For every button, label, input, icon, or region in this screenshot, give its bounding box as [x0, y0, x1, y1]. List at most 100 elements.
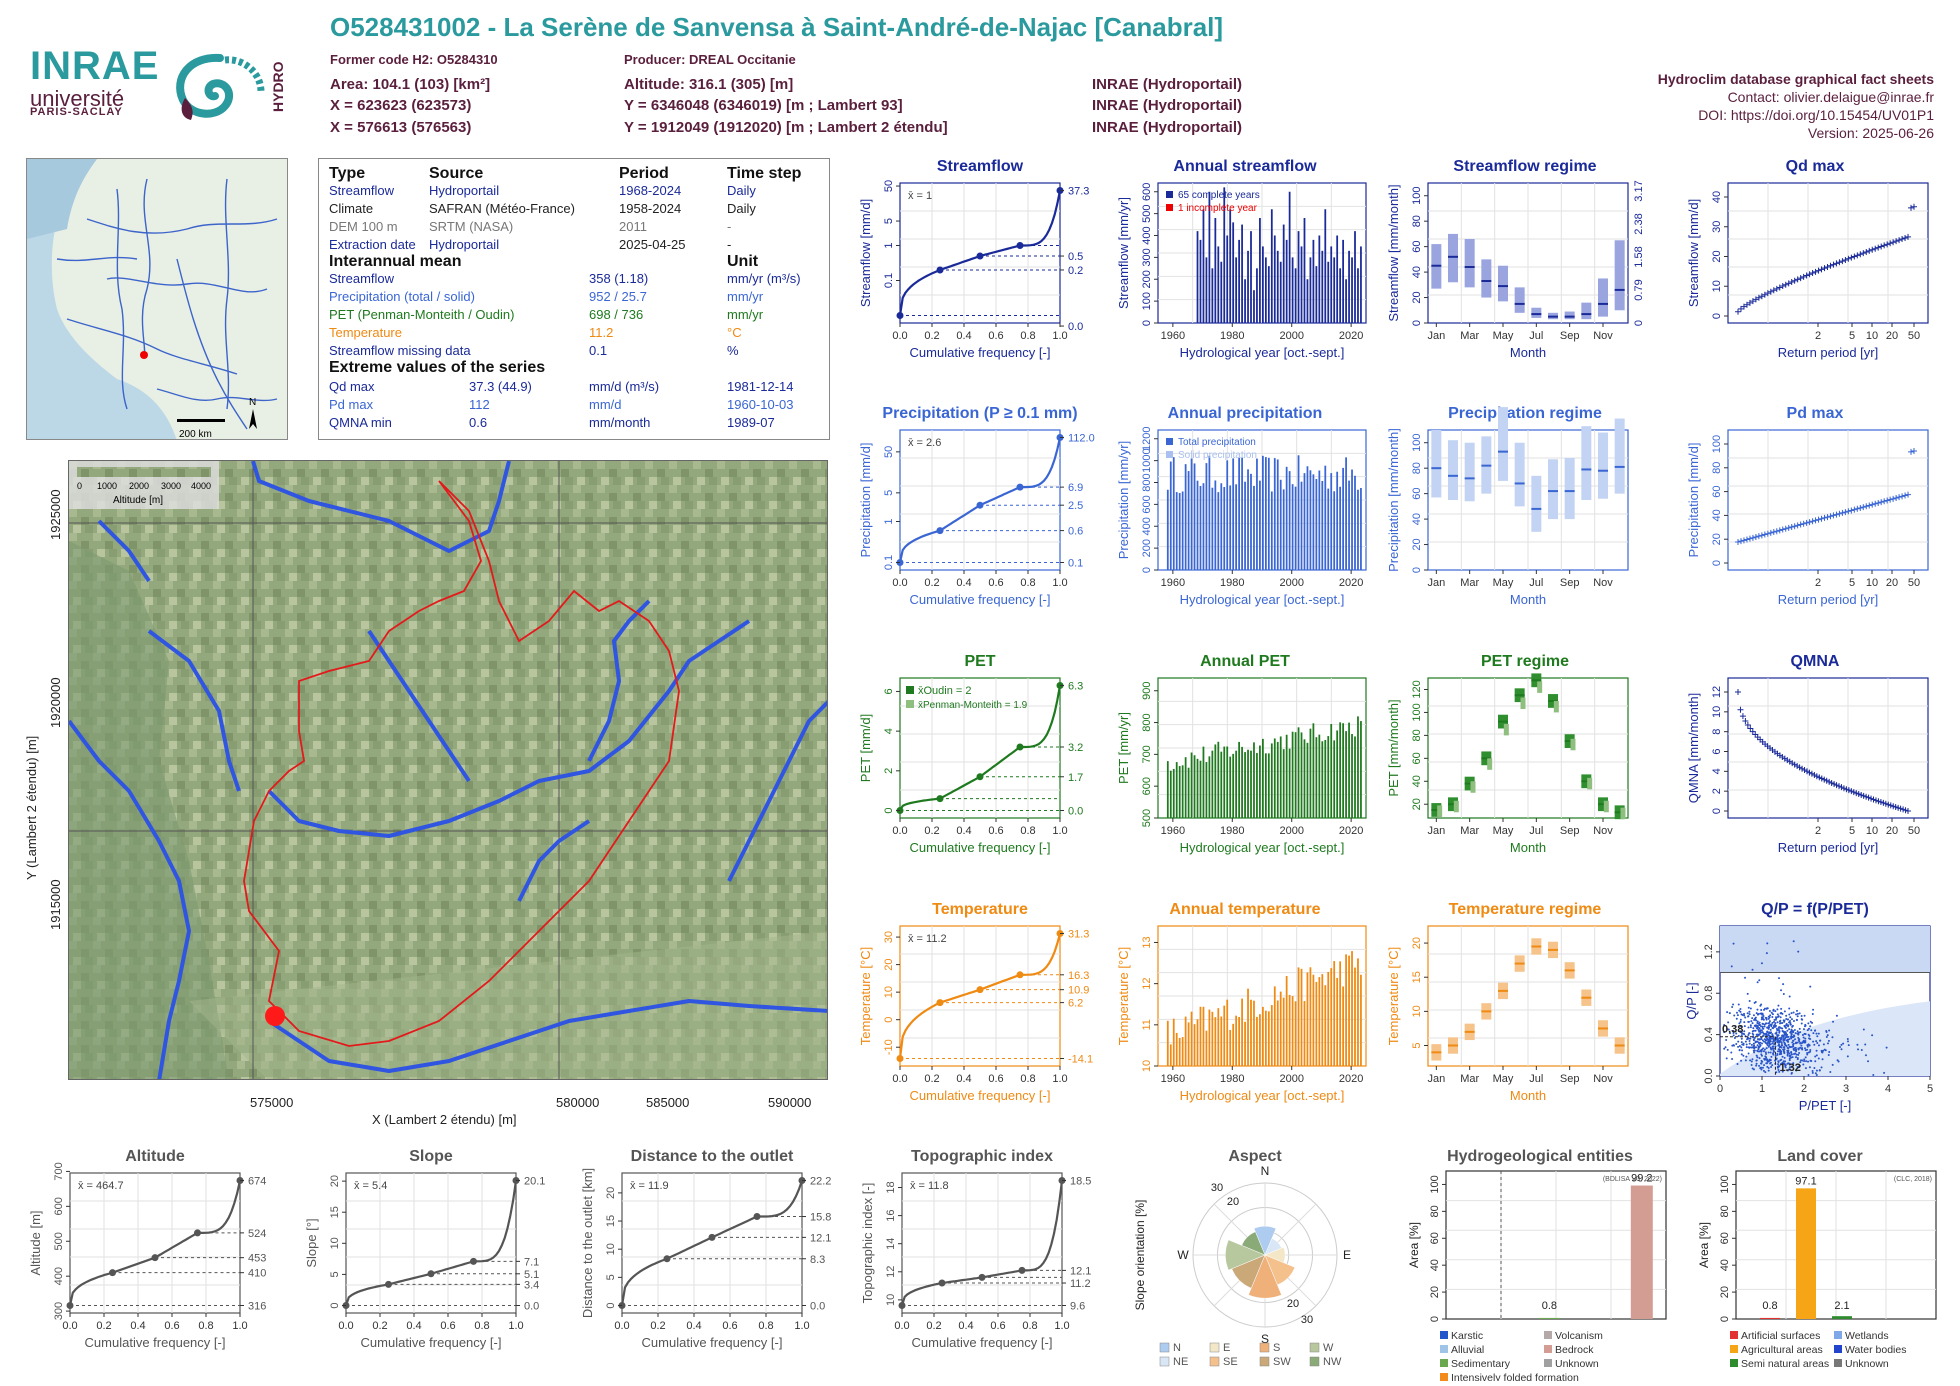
x-axis-label: Cumulative frequency [-]: [910, 592, 1051, 607]
legend-entry: Unknown: [1555, 1358, 1599, 1370]
qp-point: [1749, 1037, 1752, 1040]
qp-point: [1790, 1037, 1793, 1040]
qp-point: [1796, 1015, 1799, 1018]
qp-point: [1735, 1042, 1738, 1045]
x-axis-label: Return period [yr]: [1778, 592, 1878, 607]
return-point: [1866, 247, 1873, 254]
annual-bar: [1172, 457, 1175, 570]
annual-bar: [1342, 239, 1344, 323]
y-tick-label: 15: [605, 1215, 617, 1227]
qp-point: [1787, 1025, 1790, 1028]
qp-point: [1783, 1038, 1786, 1041]
y-tick-label: 900: [1141, 682, 1153, 700]
north-arrow-icon: [249, 409, 257, 429]
regime-range-pm: [1537, 681, 1543, 693]
annual-bar: [1250, 750, 1252, 818]
qp-point: [1791, 1030, 1794, 1033]
quantile-point: [1016, 743, 1024, 751]
qp-point: [1753, 1037, 1756, 1040]
qp-point: [1732, 1029, 1735, 1032]
y-tick-label: 6: [1711, 748, 1723, 754]
qp-point: [1780, 989, 1783, 992]
quantile-point: [427, 1270, 435, 1278]
contact[interactable]: Contact: olivier.delaigue@inrae.fr: [1727, 89, 1934, 105]
right-tick-label: 2.5: [1068, 500, 1083, 512]
y-tick-label: 12: [1711, 686, 1723, 698]
annual-bar: [1226, 235, 1229, 323]
qp-point: [1766, 942, 1769, 945]
qp-point: [1777, 1068, 1780, 1071]
qp-point: [1793, 1052, 1796, 1055]
hydro-logo-icon: [176, 53, 265, 120]
qp-point: [1802, 1063, 1805, 1066]
y-tick-label: 11: [1141, 1019, 1153, 1030]
chart-title: Streamflow: [937, 158, 1024, 175]
qp-point: [1742, 1054, 1745, 1057]
qp-point: [1771, 1064, 1774, 1067]
doi[interactable]: DOI: https://doi.org/10.15454/UV01P1: [1698, 107, 1934, 123]
legend-entry: S: [1273, 1342, 1280, 1354]
mean-name: Streamflow: [329, 271, 395, 286]
qp-point: [1847, 1044, 1850, 1047]
return-point: [1791, 523, 1798, 530]
legend-tick: 3000: [161, 481, 181, 491]
qp-point: [1723, 1024, 1726, 1027]
qp-point: [1743, 1014, 1746, 1017]
mean-unit: °C: [727, 325, 742, 340]
qp-point: [1782, 992, 1785, 995]
map-river: [97, 519, 151, 583]
y-tick-label: 40: [1429, 1259, 1441, 1271]
annual-bar: [1199, 239, 1202, 323]
y-axis-label: Streamflow [mm/month]: [1386, 184, 1401, 321]
qp-point: [1797, 1031, 1800, 1034]
y-axis-label: PET [mm/d]: [858, 714, 873, 782]
annual-bar: [1354, 736, 1356, 818]
qp-point: [1755, 1059, 1758, 1062]
annual-bar: [1306, 972, 1309, 1066]
chart-title: Temperature: [932, 901, 1028, 918]
y-lambert93: Y = 6346048 (6346019) [m ; Lambert 93]: [624, 97, 903, 114]
db-title: Hydroclim database graphical fact sheets: [1657, 71, 1934, 87]
qp-point: [1776, 1040, 1779, 1043]
qp-point: [1769, 1061, 1772, 1064]
annual-bar: [1324, 740, 1327, 818]
right-tick-label: 0.79: [1633, 279, 1645, 300]
qp-point: [1827, 1039, 1830, 1042]
qp-point: [1743, 1030, 1746, 1033]
qp-point: [1800, 1042, 1803, 1045]
slope-cdf-chart: Slope 20.1 7.15.13.4 0.0 0 5 10 15 20 0.0 0.2 0.4 0.…: [304, 1148, 545, 1350]
qp-point: [1765, 1034, 1768, 1037]
qp-point: [1732, 1044, 1735, 1047]
y-tick-label: 40: [1411, 775, 1423, 787]
return-point: [1764, 290, 1771, 297]
legend-title: Altitude [m]: [113, 495, 163, 506]
qp-point: [1785, 1022, 1788, 1025]
right-tick-label: 0.0: [1068, 806, 1083, 818]
mean-label-pm: x̄Penman-Monteith = 1.9: [918, 700, 1028, 711]
altitude-cdf-chart: Altitude 674 524 453 410 316 300 400 500 600 700 0.…: [28, 1148, 266, 1350]
qp-point: [1787, 1018, 1790, 1021]
qp-point: [1758, 1027, 1761, 1030]
qp-point: [1860, 1049, 1863, 1052]
annual-bar: [1339, 486, 1342, 570]
annual-bar: [1288, 748, 1291, 818]
qp-point: [1740, 1037, 1743, 1040]
x-tick-label: 0.8: [1020, 825, 1035, 837]
qp-point: [1857, 1048, 1860, 1051]
qp-point: [1771, 1045, 1774, 1048]
qp-point: [1792, 1062, 1795, 1065]
x-tick-label: 0.0: [338, 1320, 353, 1332]
annual-bar: [1235, 484, 1238, 570]
qp-point: [1761, 1022, 1764, 1025]
qp-point: [1768, 1016, 1771, 1019]
map-y-tick: 1920000: [48, 677, 63, 728]
annual-bar: [1244, 752, 1246, 818]
qp-point: [1781, 1070, 1784, 1073]
quantile-point: [896, 312, 904, 319]
annual-bar: [1211, 487, 1214, 570]
x-tick-label: 2: [1815, 577, 1821, 589]
qp-point: [1864, 1043, 1867, 1046]
qp-point: [1784, 1033, 1787, 1036]
qp-point: [1726, 1048, 1729, 1051]
annual-bar: [1241, 224, 1243, 323]
